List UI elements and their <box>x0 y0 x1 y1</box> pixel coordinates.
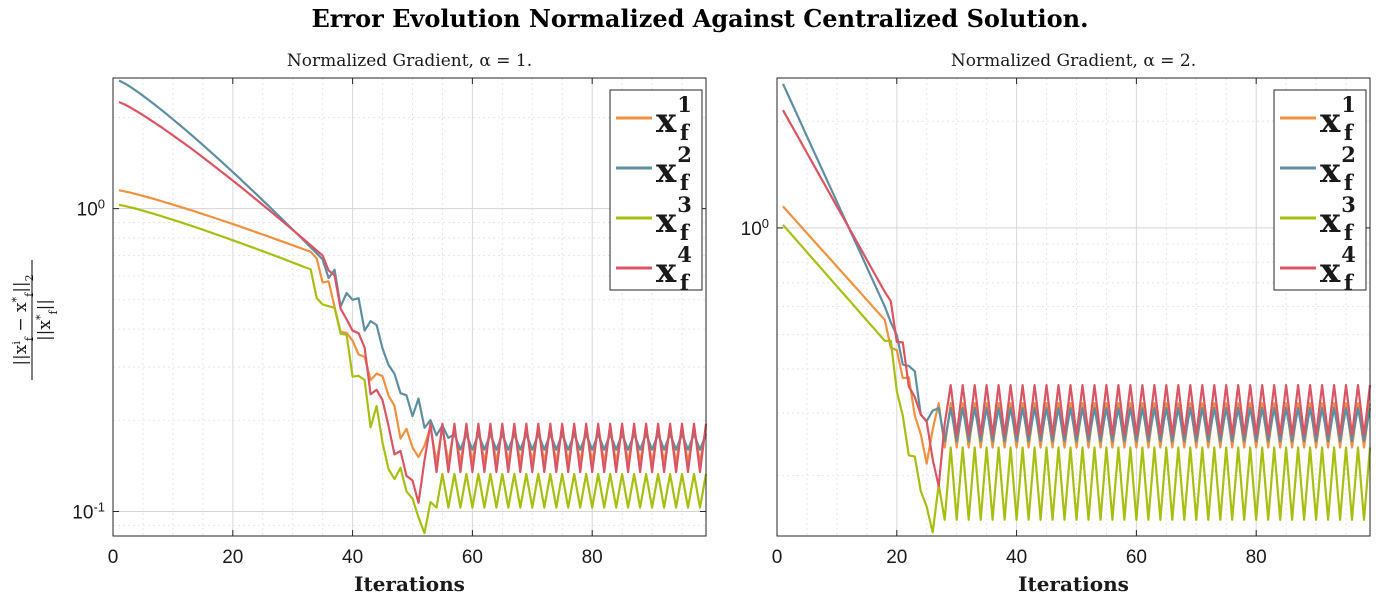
legend-box <box>609 89 703 291</box>
x-tick-label: 80 <box>1246 547 1267 568</box>
x-axis-label: Iterations <box>354 572 465 596</box>
x-tick-label: 40 <box>1006 547 1027 568</box>
y-tick-label: 10-1 <box>72 499 105 524</box>
axes-box <box>776 77 1371 537</box>
legend-label-x2: x2 f <box>656 142 692 195</box>
legend-label-x3: x3 f <box>656 192 692 245</box>
x-tick-label: 80 <box>582 547 603 568</box>
x-tick-label: 0 <box>772 547 783 568</box>
x-tick-label: 0 <box>108 547 119 568</box>
x-tick-label: 20 <box>222 547 243 568</box>
series-line-x4 <box>118 100 708 504</box>
x-tick-label: 60 <box>462 547 483 568</box>
x-tick-label: 40 <box>342 547 363 568</box>
figure-title: Error Evolution Normalized Against Centr… <box>311 4 1089 33</box>
y-tick-label: 100 <box>77 196 105 221</box>
legend-label-x2: x2 f <box>1320 142 1356 195</box>
legend-box <box>1273 89 1367 291</box>
chart-title: Normalized Gradient, α = 1. <box>287 51 532 71</box>
legend-label-x3: x3 f <box>1320 192 1356 245</box>
series-line-x3 <box>782 224 1372 534</box>
legend: x1 fx2 fx3 fx4 f <box>609 89 703 295</box>
series-line-x2 <box>781 83 1372 443</box>
legend-label-x1: x1 f <box>1320 92 1356 145</box>
chart-title: Normalized Gradient, α = 2. <box>951 51 1196 71</box>
legend-label-x1: x1 f <box>656 92 692 145</box>
axes-box <box>112 77 707 537</box>
y-axis-label: ||xif − x*f||2 ||x*f|| <box>10 260 60 380</box>
chart-alpha-2: 0 20 40 60 80 100 Normalized Gradient, α = 2. I… <box>741 51 1372 596</box>
y-axis-label-denominator: ||x*f|| <box>34 299 60 341</box>
chart-alpha-1: 0 20 40 60 80 10-1 100 Normalized Gradient, α =… <box>72 51 708 596</box>
series-line-x4 <box>782 109 1372 488</box>
legend: x1 fx2 fx3 fx4 f <box>1273 89 1367 295</box>
x-axis-label: Iterations <box>1018 572 1129 596</box>
x-tick-label: 60 <box>1126 547 1147 568</box>
legend-label-x4: x4 f <box>656 242 692 295</box>
y-tick-label: 100 <box>741 215 769 240</box>
series-line-x3 <box>118 203 708 535</box>
legend-label-x4: x4 f <box>1320 242 1356 295</box>
x-tick-label: 20 <box>886 547 907 568</box>
